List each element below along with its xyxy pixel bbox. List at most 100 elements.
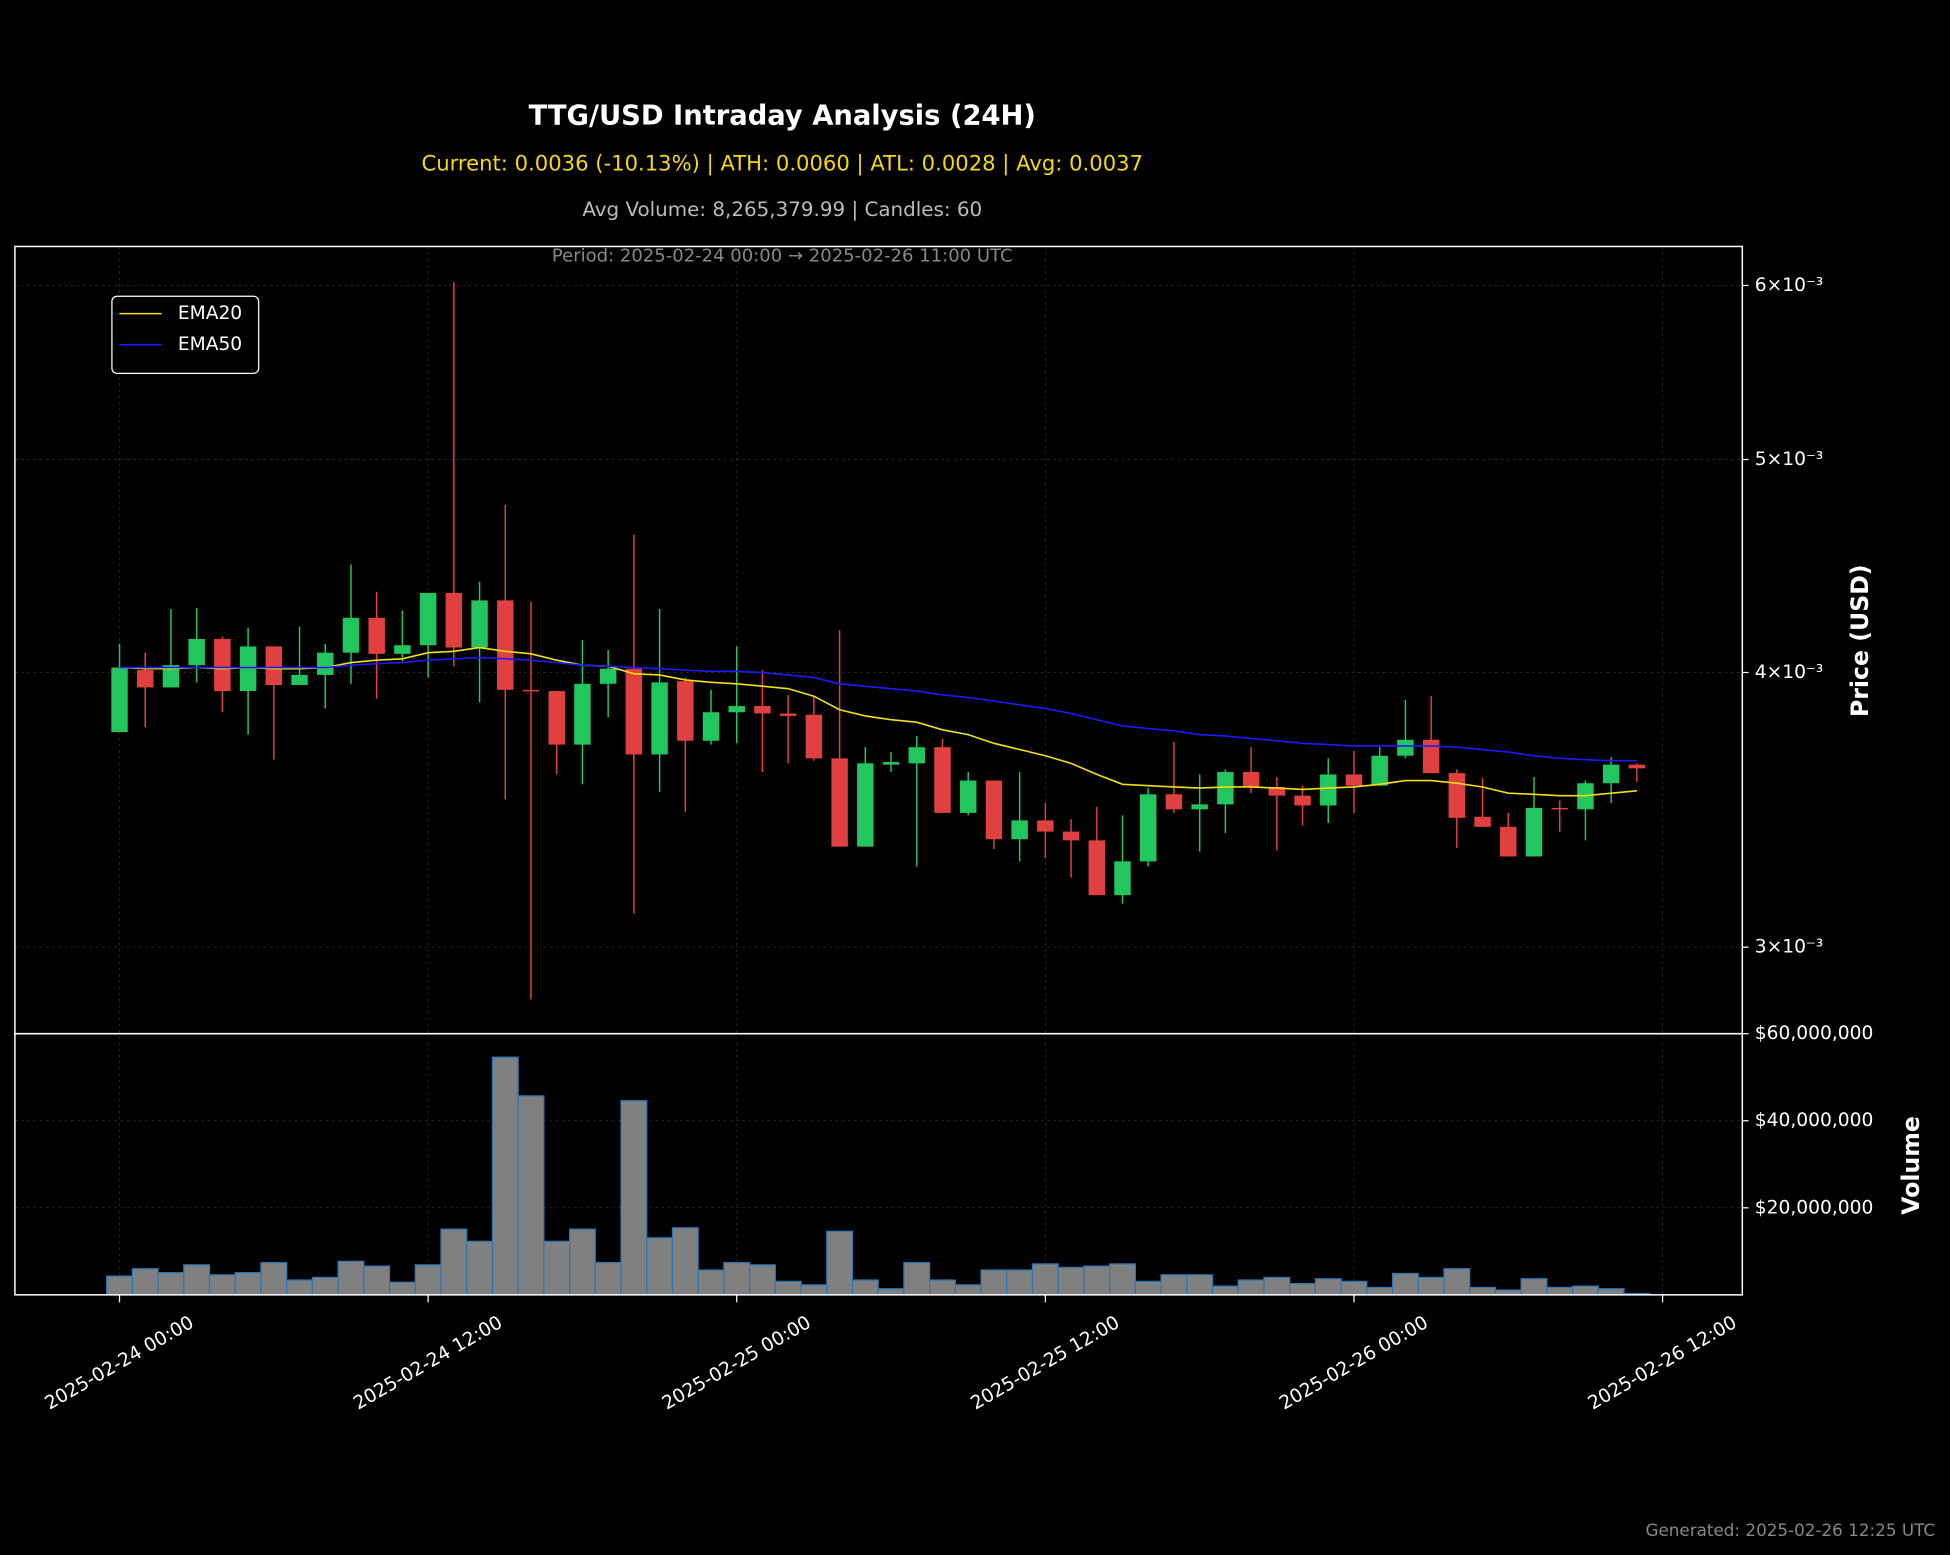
candle-body: [882, 762, 900, 765]
volume-bar: [157, 1272, 185, 1296]
y-axis-label: Volume: [1897, 1116, 1925, 1215]
candle-body: [291, 674, 308, 686]
volume-bar: [1546, 1286, 1574, 1296]
y-tick-label: 3×10⁻³: [1755, 937, 1824, 958]
volume-bar: [980, 1269, 1008, 1296]
y-tick-label: $20,000,000: [1755, 1197, 1874, 1218]
volume-bar: [594, 1262, 622, 1296]
candle-body: [1088, 840, 1106, 896]
y-tick-label: 6×10⁻³: [1755, 275, 1824, 296]
candle-body: [162, 665, 180, 688]
volume-bar: [774, 1280, 802, 1296]
candle-body: [136, 670, 154, 688]
candle-body: [522, 689, 540, 692]
candle-body: [548, 691, 565, 745]
volume-bar: [929, 1279, 956, 1296]
volume-bar: [954, 1284, 982, 1296]
candle-body: [1191, 804, 1208, 810]
candle-body: [625, 668, 643, 755]
candle-body: [1165, 794, 1183, 810]
volume-bar: [1340, 1280, 1368, 1296]
candle-body: [419, 592, 437, 646]
candle-body: [239, 646, 257, 692]
candle-body: [1551, 807, 1568, 810]
candle-body: [574, 683, 591, 745]
legend-label: EMA50: [178, 334, 242, 355]
volume-bar: [208, 1274, 236, 1296]
volume-bar: [748, 1264, 776, 1296]
candle-body: [1474, 816, 1491, 827]
volume-bar: [1211, 1285, 1239, 1296]
candle-body: [1268, 786, 1286, 796]
candle-body: [1525, 807, 1543, 857]
volume-bar: [1031, 1263, 1059, 1296]
volume-bar: [1289, 1282, 1317, 1296]
volume-bar: [1057, 1266, 1085, 1296]
candle-body: [599, 668, 617, 684]
y-axis-label: Price (USD): [1846, 564, 1874, 717]
candle-body: [1371, 755, 1388, 786]
volume-bar: [311, 1276, 339, 1296]
candle-body: [651, 682, 668, 755]
candle-body: [471, 600, 488, 648]
candle-body: [1242, 772, 1260, 787]
volume-bar: [1469, 1286, 1497, 1296]
candle-body: [1500, 826, 1517, 857]
candle-body: [1114, 861, 1131, 896]
volume-bar: [1006, 1269, 1034, 1296]
volume-bar: [877, 1288, 905, 1296]
candle-body: [728, 706, 745, 713]
volume-bar: [286, 1279, 314, 1296]
volume-bar: [260, 1262, 288, 1296]
volume-bar: [1186, 1274, 1214, 1296]
volume-bar: [1597, 1288, 1625, 1296]
volume-bar: [568, 1228, 596, 1296]
volume-bar: [903, 1262, 931, 1296]
candle-body: [1448, 773, 1466, 818]
candle-body: [394, 645, 411, 654]
volume-bar: [1314, 1278, 1342, 1296]
volume-bar: [388, 1281, 416, 1296]
candle-body: [857, 763, 874, 847]
candle-body: [805, 714, 823, 759]
annotation: Period: 2025-02-24 00:00 → 2025-02-26 11…: [552, 245, 1013, 266]
volume-bar: [1417, 1276, 1445, 1296]
candle-body: [317, 652, 334, 675]
candle-body: [1011, 820, 1028, 840]
volume-bar: [337, 1260, 365, 1296]
candle-body: [1628, 764, 1646, 769]
ema-line: [119, 656, 1637, 762]
chart-title: TTG/USD Intraday Analysis (24H): [529, 101, 1036, 132]
legend: [111, 295, 260, 374]
volume-bar: [491, 1056, 519, 1296]
volume-bar: [1366, 1286, 1394, 1296]
candle-body: [754, 706, 771, 714]
candle-body: [831, 758, 848, 847]
candle-body: [1422, 739, 1440, 774]
volume-bar: [440, 1228, 468, 1296]
y-tick-label: $60,000,000: [1755, 1023, 1874, 1044]
volume-bar: [131, 1268, 159, 1296]
candle-body: [214, 638, 231, 692]
volume-bar: [1160, 1274, 1188, 1296]
volume-bar: [1443, 1268, 1471, 1296]
ema-line: [119, 646, 1637, 797]
candle-body: [497, 600, 514, 690]
volume-bar: [1083, 1265, 1111, 1296]
volume-bar: [1571, 1285, 1599, 1296]
candle-body: [1139, 794, 1157, 862]
legend-label: EMA20: [178, 303, 242, 324]
volume-bar: [1109, 1263, 1136, 1296]
candle-body: [908, 747, 925, 764]
volume-bar: [723, 1262, 751, 1296]
candle-body: [445, 592, 463, 648]
candle-body: [1294, 795, 1311, 806]
volume-bar: [517, 1095, 545, 1296]
volume-bar: [1391, 1272, 1419, 1296]
chart-subtitle: Current: 0.0036 (-10.13%) | ATH: 0.0060 …: [421, 150, 1143, 176]
footer: Generated: 2025-02-26 12:25 UTC: [1645, 1520, 1935, 1540]
candle-body: [1320, 774, 1337, 806]
y-tick-label: 5×10⁻³: [1755, 449, 1824, 470]
